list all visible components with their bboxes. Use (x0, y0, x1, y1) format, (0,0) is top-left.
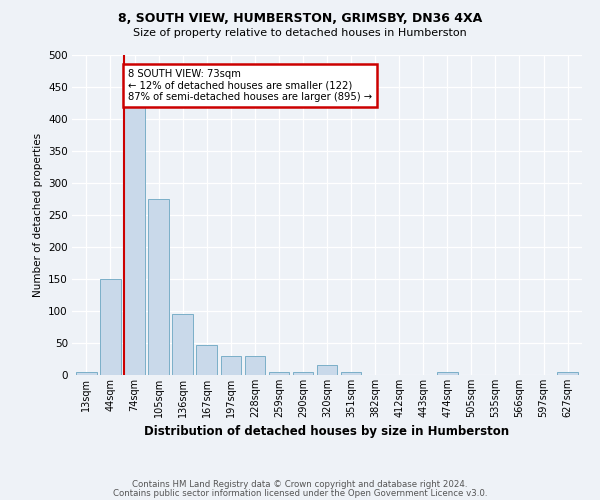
Bar (100, 279, 121, 375)
Y-axis label: Number of detached properties: Number of detached properties (32, 133, 43, 297)
Bar (148, 199, 169, 375)
Bar (172, 314, 193, 375)
Text: Contains HM Land Registry data © Crown copyright and database right 2024.: Contains HM Land Registry data © Crown c… (132, 480, 468, 489)
X-axis label: Distribution of detached houses by size in Humberston: Distribution of detached houses by size … (145, 426, 509, 438)
Text: 8 SOUTH VIEW: 73sqm
← 12% of detached houses are smaller (122)
87% of semi-detac: 8 SOUTH VIEW: 73sqm ← 12% of detached ho… (128, 69, 372, 102)
Bar (293, 372, 313, 375)
Text: Size of property relative to detached houses in Humberston: Size of property relative to detached ho… (133, 28, 467, 38)
Bar (437, 372, 458, 375)
Bar (196, 345, 217, 375)
Bar (245, 356, 265, 375)
Bar (76, 372, 97, 375)
Bar (341, 372, 361, 375)
Bar (557, 372, 578, 375)
Bar (124, 106, 145, 375)
Bar (317, 366, 337, 375)
Bar (269, 372, 289, 375)
Text: 8, SOUTH VIEW, HUMBERSTON, GRIMSBY, DN36 4XA: 8, SOUTH VIEW, HUMBERSTON, GRIMSBY, DN36… (118, 12, 482, 26)
Bar (221, 356, 241, 375)
Text: Contains public sector information licensed under the Open Government Licence v3: Contains public sector information licen… (113, 489, 487, 498)
